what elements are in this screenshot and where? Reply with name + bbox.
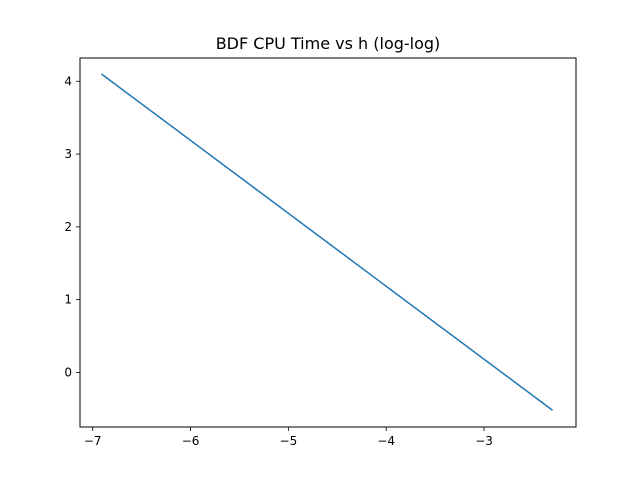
y-tick-label: 2 bbox=[64, 220, 72, 234]
series-layer bbox=[101, 73, 553, 411]
series-line-1 bbox=[101, 73, 553, 411]
x-tick-label: −6 bbox=[182, 434, 200, 448]
y-tick-label: 0 bbox=[64, 365, 72, 379]
x-axis-ticks: −7 −6 −5 −4 −3 bbox=[84, 427, 493, 448]
y-axis-ticks: 0 1 2 3 4 bbox=[64, 74, 80, 379]
y-tick-label: 4 bbox=[64, 74, 72, 88]
plot-frame bbox=[79, 57, 577, 428]
x-tick-label: −5 bbox=[280, 434, 298, 448]
x-tick-label: −3 bbox=[475, 434, 493, 448]
y-tick-label: 1 bbox=[64, 293, 72, 307]
y-tick-label: 3 bbox=[64, 147, 72, 161]
x-tick-label: −7 bbox=[84, 434, 102, 448]
x-tick-label: −4 bbox=[377, 434, 395, 448]
chart-title: BDF CPU Time vs h (log-log) bbox=[216, 34, 441, 53]
